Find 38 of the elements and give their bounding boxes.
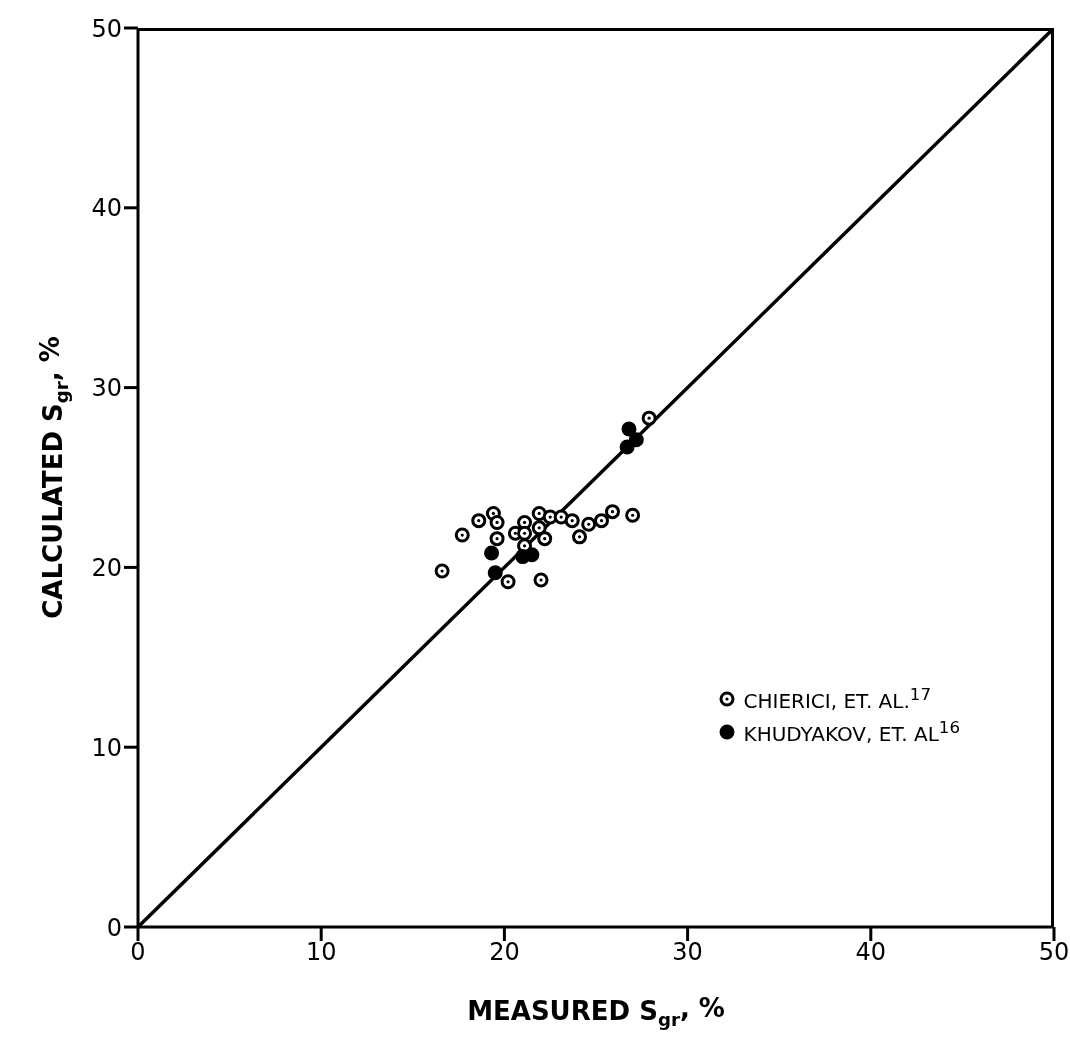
y-tick-label: 30 (91, 374, 122, 403)
point (524, 547, 540, 563)
point (621, 421, 637, 437)
point (641, 410, 657, 426)
point (628, 432, 644, 448)
y-tick-label: 40 (91, 194, 122, 223)
point (500, 574, 516, 590)
x-tick-label: 0 (130, 938, 146, 967)
y-tick-label: 20 (91, 553, 122, 582)
point (489, 514, 505, 530)
point (572, 529, 588, 545)
point (604, 504, 620, 520)
y-tick-label: 10 (91, 733, 122, 762)
point (487, 565, 503, 581)
point (517, 525, 533, 541)
y-tick-label: 50 (91, 14, 122, 43)
point (454, 527, 470, 543)
point (625, 507, 641, 523)
x-tick-label: 10 (305, 938, 337, 967)
point (531, 505, 547, 521)
point (434, 563, 450, 579)
x-tick-label: 40 (855, 938, 887, 967)
point (537, 531, 553, 547)
point (489, 531, 505, 547)
legend-label: KHUDYAKOV, ET. AL$^{16}$ (743, 718, 960, 746)
point (581, 516, 597, 532)
point (594, 513, 609, 529)
point (564, 513, 580, 529)
point (484, 545, 500, 561)
y-tick-label: 0 (106, 913, 122, 942)
x-tick-label: 50 (1038, 938, 1070, 967)
x-axis-title: MEASURED S$_{gr}$, % (467, 993, 725, 1031)
x-tick-label: 30 (672, 938, 703, 967)
x-tick-label: 20 (489, 938, 520, 967)
legend-label: CHIERICI, ET. AL.$^{17}$ (743, 684, 932, 713)
point (471, 513, 487, 529)
point (531, 520, 547, 536)
point (533, 572, 549, 588)
